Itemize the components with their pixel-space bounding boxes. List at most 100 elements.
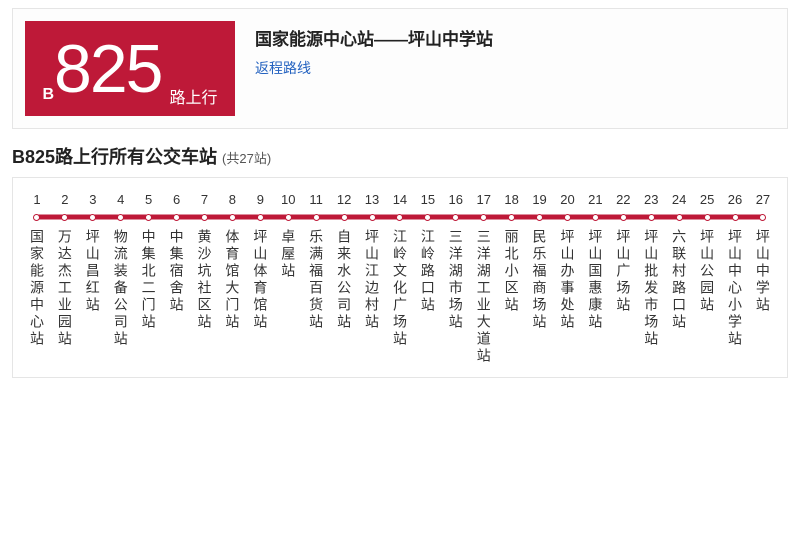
route-line-segment: [609, 211, 637, 223]
station-number: 9: [257, 192, 264, 207]
station-name[interactable]: 坪山体育馆站: [253, 229, 267, 331]
station-name[interactable]: 黄沙坑社区站: [197, 229, 211, 331]
station: 27 坪山中学站: [749, 192, 777, 365]
station-number: 7: [201, 192, 208, 207]
station-name[interactable]: 坪山江边村站: [365, 229, 379, 331]
station-name[interactable]: 丽北小区站: [505, 229, 519, 314]
station: 21坪山国惠康站: [581, 192, 609, 365]
station: 5中集北二门站: [135, 192, 163, 365]
station-name[interactable]: 坪山国惠康站: [588, 229, 602, 331]
route-line-segment: [79, 211, 107, 223]
station: 13坪山江边村站: [358, 192, 386, 365]
route-description: 国家能源中心站——坪山中学站: [255, 25, 775, 50]
station-name[interactable]: 坪山公园站: [700, 229, 714, 314]
station-number: 12: [337, 192, 351, 207]
route-line-segment: [470, 211, 498, 223]
station: 11 乐满福百货站: [302, 192, 330, 365]
station-number: 15: [421, 192, 435, 207]
station-name[interactable]: 江岭路口站: [421, 229, 435, 314]
route-number: 825: [54, 35, 161, 103]
station-dot: [480, 214, 487, 221]
station: 23 坪山批发市场站: [637, 192, 665, 365]
station-name[interactable]: 万达杰工业园站: [58, 229, 72, 348]
route-line-segment: [163, 211, 191, 223]
route-prefix: B: [42, 86, 54, 104]
route-line-segment: [721, 211, 749, 223]
station-name[interactable]: 江岭文化广场站: [393, 229, 407, 348]
station-number: 22: [616, 192, 630, 207]
route-line-segment: [218, 211, 246, 223]
station: 18 丽北小区站: [498, 192, 526, 365]
station: 17 三洋湖工业大道站: [470, 192, 498, 365]
station: 24 六联村路口站: [665, 192, 693, 365]
return-route-link[interactable]: 返程路线: [255, 58, 311, 78]
route-line-segment: [693, 211, 721, 223]
station-name[interactable]: 坪山批发市场站: [644, 229, 658, 348]
station-name[interactable]: 坪山办事处站: [560, 229, 574, 331]
station-dot: [536, 214, 543, 221]
station-name[interactable]: 自来水公司站: [337, 229, 351, 331]
station-number: 14: [393, 192, 407, 207]
station-name[interactable]: 三洋湖工业大道站: [477, 229, 491, 365]
station: 6 中集宿舍站: [163, 192, 191, 365]
station-number: 23: [644, 192, 658, 207]
station-name[interactable]: 中集宿舍站: [170, 229, 184, 314]
station-number: 27: [756, 192, 770, 207]
station-dot: [676, 214, 683, 221]
station-number: 17: [476, 192, 490, 207]
station-name[interactable]: 中集北二门站: [142, 229, 156, 331]
station-number: 4: [117, 192, 124, 207]
station-name[interactable]: 国家能源中心站: [30, 229, 44, 348]
station-name[interactable]: 三洋湖市场站: [449, 229, 463, 331]
station: 7 黄沙坑社区站: [191, 192, 219, 365]
station: 14 江岭文化广场站: [386, 192, 414, 365]
station-dot: [341, 214, 348, 221]
station-name[interactable]: 六联村路口站: [672, 229, 686, 331]
station-name[interactable]: 坪山广场站: [616, 229, 630, 314]
route-line-segment: [51, 211, 79, 223]
route-info: 国家能源中心站——坪山中学站 返程路线: [255, 21, 775, 78]
station: 26坪山中心小学站: [721, 192, 749, 365]
station-number: 11: [309, 192, 323, 207]
station-dot: [257, 214, 264, 221]
station: 3 坪山昌红站: [79, 192, 107, 365]
station-number: 6: [173, 192, 180, 207]
station: 12 自来水公司站: [330, 192, 358, 365]
station-number: 2: [61, 192, 68, 207]
station-name[interactable]: 坪山昌红站: [86, 229, 100, 314]
route-line-segment: [526, 211, 554, 223]
station-number: 10: [281, 192, 295, 207]
station-dot: [285, 214, 292, 221]
station-dot: [61, 214, 68, 221]
station-dot: [592, 214, 599, 221]
station-name[interactable]: 坪山中学站: [756, 229, 770, 314]
station-name[interactable]: 坪山中心小学站: [728, 229, 742, 348]
route-suffix: 路上行: [170, 84, 218, 108]
station-number: 25: [700, 192, 714, 207]
station-name[interactable]: 卓屋站: [281, 229, 295, 280]
station-name[interactable]: 体育馆大门站: [225, 229, 239, 331]
station-number: 8: [229, 192, 236, 207]
station-number: 3: [89, 192, 96, 207]
station-name[interactable]: 物流装备公司站: [114, 229, 128, 348]
station: 2 万达杰工业园站: [51, 192, 79, 365]
station: 22 坪山广场站: [609, 192, 637, 365]
station-dot: [33, 214, 40, 221]
station-dot: [424, 214, 431, 221]
station: 1国家能源中心站: [23, 192, 51, 365]
station-name[interactable]: 民乐福商场站: [533, 229, 547, 331]
route-line-segment: [246, 211, 274, 223]
station-dot: [89, 214, 96, 221]
station-dot: [313, 214, 320, 221]
station-name[interactable]: 乐满福百货站: [309, 229, 323, 331]
station-number: 24: [672, 192, 686, 207]
station-dot: [229, 214, 236, 221]
station-number: 18: [504, 192, 518, 207]
station-dot: [117, 214, 124, 221]
route-line-segment: [414, 211, 442, 223]
station: 16三洋湖市场站: [442, 192, 470, 365]
station: 15 江岭路口站: [414, 192, 442, 365]
station: 10 卓屋站: [274, 192, 302, 365]
route-line-segment: [274, 211, 302, 223]
station-number: 19: [532, 192, 546, 207]
